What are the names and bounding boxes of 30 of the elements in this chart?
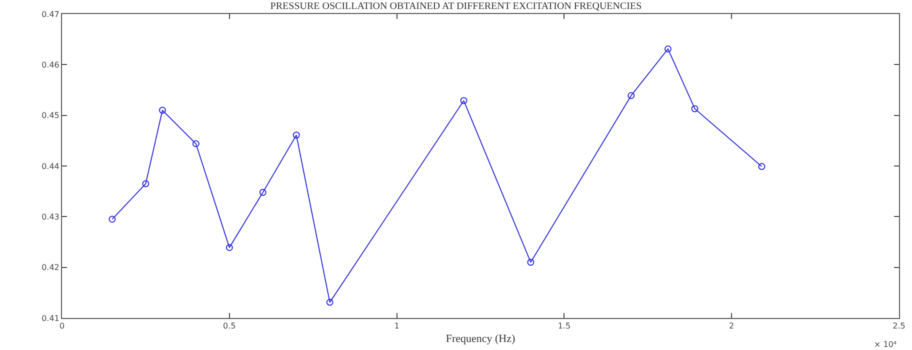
text: × 10⁴ [874, 340, 897, 349]
point [758, 163, 766, 170]
y-tick-label: 0.42 [42, 263, 60, 272]
point [192, 140, 200, 148]
point [527, 258, 534, 266]
point [108, 216, 116, 223]
y-tick-label: 0.45 [42, 111, 60, 120]
y-tick-label: 0.46 [42, 60, 60, 70]
point [259, 188, 266, 196]
x-tick-label: 1.5 [558, 322, 571, 331]
point [292, 132, 300, 139]
x-tick-label: 2 [729, 322, 734, 331]
point [664, 45, 672, 52]
point [628, 92, 635, 100]
y-tick-label: 0.47 [42, 10, 60, 19]
y-tick-label: 0.44 [42, 162, 60, 171]
point [326, 298, 334, 306]
x-tick-label: 1 [394, 322, 400, 331]
point [158, 106, 166, 114]
y-tick-label: 0.43 [42, 212, 60, 222]
x-tick-label: 0.5 [223, 322, 236, 331]
chart-title: PRESSURE OSCILLATION OBTAINED AT DIFFERENT EXCITATION FREQUENCIES [270, 0, 642, 12]
point [142, 180, 150, 188]
x-tick-label: 0 [59, 322, 65, 331]
y-tick-label: 0.41 [42, 314, 60, 323]
x-axis-title: Frequency (Hz) [446, 332, 516, 345]
x-tick-label: 2.5 [892, 322, 906, 331]
point [460, 97, 468, 104]
point [226, 244, 233, 252]
point [691, 105, 698, 112]
